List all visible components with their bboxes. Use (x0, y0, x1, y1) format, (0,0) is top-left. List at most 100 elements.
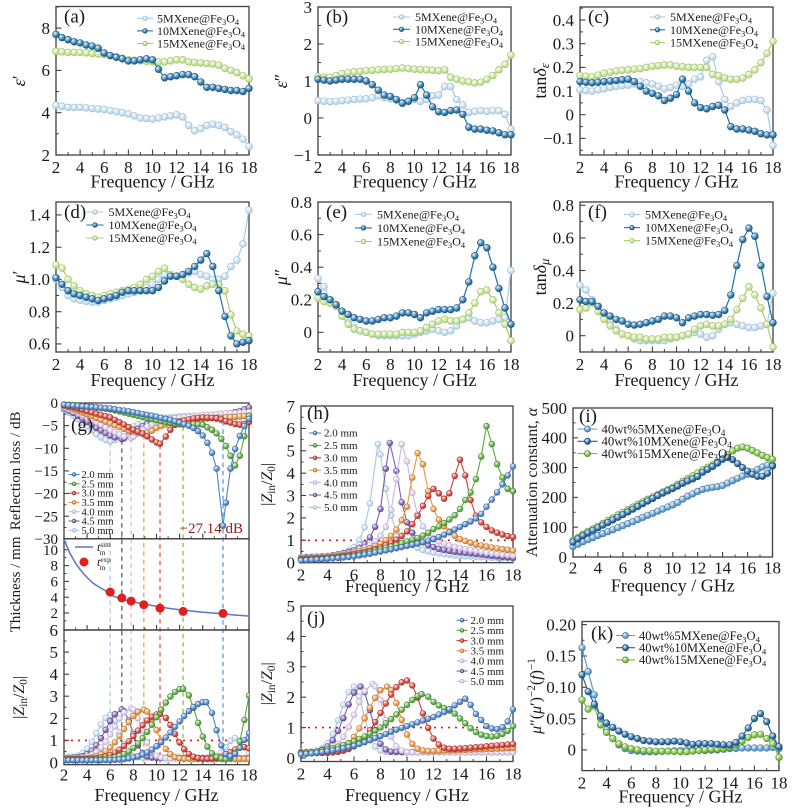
svg-text:0.20: 0.20 (546, 615, 576, 634)
svg-text:15MXene@Fe3O4: 15MXene@Fe3O4 (415, 35, 504, 51)
svg-text:14: 14 (452, 765, 470, 784)
svg-text:8: 8 (644, 559, 653, 578)
svg-text:ε″: ε″ (271, 74, 291, 89)
svg-text:4.0 mm: 4.0 mm (471, 656, 505, 668)
svg-text:10MXene@Fe3O4: 10MXene@Fe3O4 (670, 23, 759, 39)
svg-text:2: 2 (287, 509, 296, 528)
svg-text:4.5 mm: 4.5 mm (471, 666, 505, 678)
svg-text:0: 0 (304, 109, 313, 128)
svg-text:0.1: 0.1 (553, 82, 574, 101)
svg-text:4.5 mm: 4.5 mm (324, 490, 358, 502)
svg-text:Frequency / GHz: Frequency / GHz (353, 370, 477, 390)
svg-text:4: 4 (76, 158, 85, 177)
svg-text:16: 16 (740, 355, 757, 374)
svg-text:10: 10 (148, 766, 165, 785)
svg-text:14: 14 (721, 774, 739, 793)
svg-text:2: 2 (50, 709, 59, 728)
svg-text:16: 16 (478, 158, 495, 177)
svg-text:(c): (c) (588, 7, 609, 28)
svg-text:3.5 mm: 3.5 mm (471, 646, 505, 658)
svg-text:6: 6 (627, 774, 636, 793)
svg-text:16: 16 (216, 355, 233, 374)
svg-text:18: 18 (241, 766, 258, 785)
svg-text:−5: −5 (42, 419, 58, 435)
svg-text:2.0 mm: 2.0 mm (82, 470, 114, 481)
svg-text:0.4: 0.4 (291, 258, 313, 277)
svg-text:3.5 mm: 3.5 mm (82, 498, 114, 509)
svg-text:400: 400 (542, 429, 568, 448)
svg-text:3.0 mm: 3.0 mm (471, 635, 505, 647)
svg-text:12: 12 (168, 355, 185, 374)
svg-text:5MXene@Fe3O4: 5MXene@Fe3O4 (645, 208, 728, 224)
svg-text:2.5 mm: 2.5 mm (82, 479, 114, 490)
svg-text:2.5 mm: 2.5 mm (471, 625, 505, 637)
svg-text:5: 5 (287, 597, 296, 616)
svg-text:|Zin/Z0|: |Zin/Z0| (11, 676, 30, 719)
svg-text:0: 0 (559, 548, 568, 567)
svg-text:2: 2 (287, 688, 296, 707)
svg-text:7: 7 (287, 397, 296, 416)
svg-text:4: 4 (600, 158, 609, 177)
svg-text:10: 10 (399, 566, 416, 585)
svg-text:6: 6 (100, 355, 109, 374)
svg-text:2.0 mm: 2.0 mm (324, 428, 358, 440)
svg-text:16: 16 (478, 355, 495, 374)
svg-text:12: 12 (425, 765, 442, 784)
svg-text:1: 1 (50, 731, 59, 750)
svg-text:14: 14 (192, 158, 210, 177)
svg-text:40wt%10MXene@Fe3O4: 40wt%10MXene@Fe3O4 (639, 641, 767, 657)
svg-text:10: 10 (672, 774, 689, 793)
svg-text:5.0 mm: 5.0 mm (471, 676, 505, 688)
svg-text:4: 4 (338, 158, 347, 177)
svg-text:1.0: 1.0 (29, 270, 50, 289)
svg-text:Thickness / mm: Thickness / mm (8, 536, 24, 632)
svg-text:6: 6 (362, 158, 371, 177)
svg-text:0.05: 0.05 (546, 709, 576, 728)
svg-text:6: 6 (51, 575, 59, 591)
svg-text:0.6: 0.6 (553, 229, 574, 248)
svg-text:5MXene@Fe3O4: 5MXene@Fe3O4 (670, 10, 753, 26)
svg-text:2: 2 (314, 355, 323, 374)
svg-text:14: 14 (716, 355, 734, 374)
svg-text:6: 6 (362, 355, 371, 374)
svg-text:Reflection loss / dB: Reflection loss / dB (8, 412, 24, 531)
svg-text:1: 1 (287, 718, 296, 737)
svg-text:12: 12 (425, 566, 442, 585)
svg-text:40wt%5MXene@Fe3O4: 40wt%5MXene@Fe3O4 (639, 629, 761, 645)
svg-text:2: 2 (304, 35, 313, 54)
svg-text:16: 16 (478, 765, 495, 784)
svg-text:2: 2 (314, 158, 323, 177)
svg-text:40wt%15MXene@Fe3O4: 40wt%15MXene@Fe3O4 (602, 447, 733, 463)
svg-text:8: 8 (376, 765, 385, 784)
svg-text:10: 10 (144, 158, 161, 177)
svg-text:8: 8 (376, 566, 385, 585)
svg-text:10MXene@Fe3O4: 10MXene@Fe3O4 (157, 24, 246, 40)
svg-text:Frequency / GHz: Frequency / GHz (345, 785, 469, 805)
svg-text:12: 12 (430, 158, 447, 177)
svg-text:6: 6 (350, 566, 359, 585)
svg-text:5MXene@Fe3O4: 5MXene@Fe3O4 (415, 10, 498, 26)
svg-text:3: 3 (287, 486, 296, 505)
svg-text:10: 10 (43, 543, 58, 559)
svg-text:10: 10 (399, 765, 416, 784)
svg-text:300: 300 (542, 458, 568, 477)
svg-text:14: 14 (194, 766, 212, 785)
svg-text:12: 12 (697, 774, 714, 793)
svg-text:10MXene@Fe3O4: 10MXene@Fe3O4 (377, 221, 466, 237)
svg-text:(d): (d) (64, 202, 86, 223)
svg-text:6: 6 (50, 621, 59, 640)
svg-text:3.5 mm: 3.5 mm (324, 465, 358, 477)
svg-text:500: 500 (542, 399, 568, 418)
svg-text:10: 10 (668, 355, 685, 374)
svg-text:0.6: 0.6 (291, 225, 312, 244)
svg-text:0: 0 (50, 753, 59, 772)
svg-text:8: 8 (386, 355, 395, 374)
svg-text:0: 0 (304, 323, 313, 342)
svg-text:2.5 mm: 2.5 mm (324, 440, 358, 452)
svg-text:2: 2 (42, 146, 51, 165)
svg-text:16: 16 (478, 566, 495, 585)
svg-text:18: 18 (764, 559, 781, 578)
svg-text:14: 14 (454, 158, 472, 177)
svg-text:10: 10 (406, 355, 423, 374)
